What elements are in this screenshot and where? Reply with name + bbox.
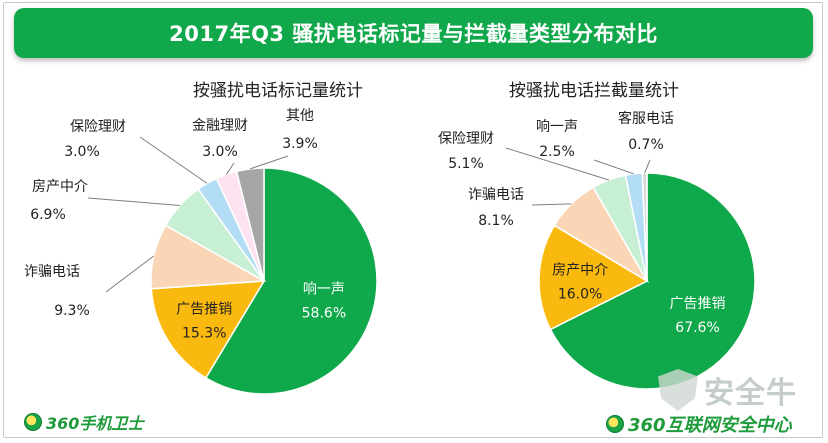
slice-label: 诈骗电话 [468, 187, 524, 203]
chart-title-1: 按骚扰电话标记量统计 [193, 81, 363, 101]
slice-value-label: 0.7% [628, 137, 664, 153]
pie-slice [538, 224, 649, 331]
footer-logo-right-text: 360互联网安全中心 [628, 415, 792, 436]
slice-value-label: 3.9% [282, 136, 318, 152]
slice-label: 诈骗电话 [24, 264, 80, 280]
slice-label: 客服电话 [618, 110, 674, 127]
leader-line [87, 197, 180, 206]
leader-line [225, 162, 235, 175]
pie-slice [150, 280, 266, 379]
slice-value-label: 5.1% [448, 156, 484, 172]
leader-line [139, 136, 208, 184]
slice-label: 响一声 [303, 282, 345, 298]
slice-value-label: 16.0% [558, 286, 602, 302]
footer-logo-left: 360手机卫士 [24, 410, 143, 434]
slice-label: 保险理财 [438, 131, 494, 147]
slice-value-label: 67.6% [675, 320, 719, 336]
logo-360-icon [24, 413, 42, 431]
leader-line [644, 159, 651, 174]
slice-label: 房产中介 [552, 262, 608, 278]
slice-label: 响一声 [536, 119, 578, 135]
slice-label: 广告推销 [670, 296, 726, 312]
slice-value-label: 8.1% [478, 213, 514, 229]
slice-value-label: 15.3% [182, 326, 226, 342]
slice-label: 广告推销 [176, 302, 232, 318]
leader-line [250, 155, 289, 170]
pie-slice [549, 172, 756, 390]
slice-label: 其他 [286, 108, 314, 124]
leader-line [505, 147, 609, 181]
slice-value-label: 3.0% [64, 144, 100, 160]
slice-label: 房产中介 [32, 179, 88, 195]
leader-line [593, 159, 634, 175]
slice-label: 金融理财 [192, 118, 248, 134]
leader-line [531, 203, 572, 206]
footer-logo-left-text: 360手机卫士 [46, 414, 144, 433]
logo-360-icon [606, 415, 624, 433]
pie-slice [235, 167, 265, 282]
slice-value-label: 2.5% [539, 144, 575, 160]
slice-value-label: 9.3% [54, 303, 90, 319]
watermark-shield-icon [658, 369, 698, 411]
watermark: 安全牛 [658, 366, 818, 414]
leader-line [105, 255, 155, 293]
chart-title-2: 按骚扰电话拦截量统计 [509, 81, 679, 101]
footer-logo-right: 360互联网安全中心 [606, 411, 792, 437]
watermark-text: 安全牛 [704, 376, 797, 411]
slice-value-label: 6.9% [30, 207, 66, 223]
slice-value-label: 58.6% [302, 306, 346, 322]
slice-value-label: 3.0% [202, 144, 238, 160]
pie-slice [204, 167, 378, 395]
slice-label: 保险理财 [70, 119, 126, 135]
slide-title: 2017年Q3 骚扰电话标记量与拦截量类型分布对比 [14, 8, 813, 58]
